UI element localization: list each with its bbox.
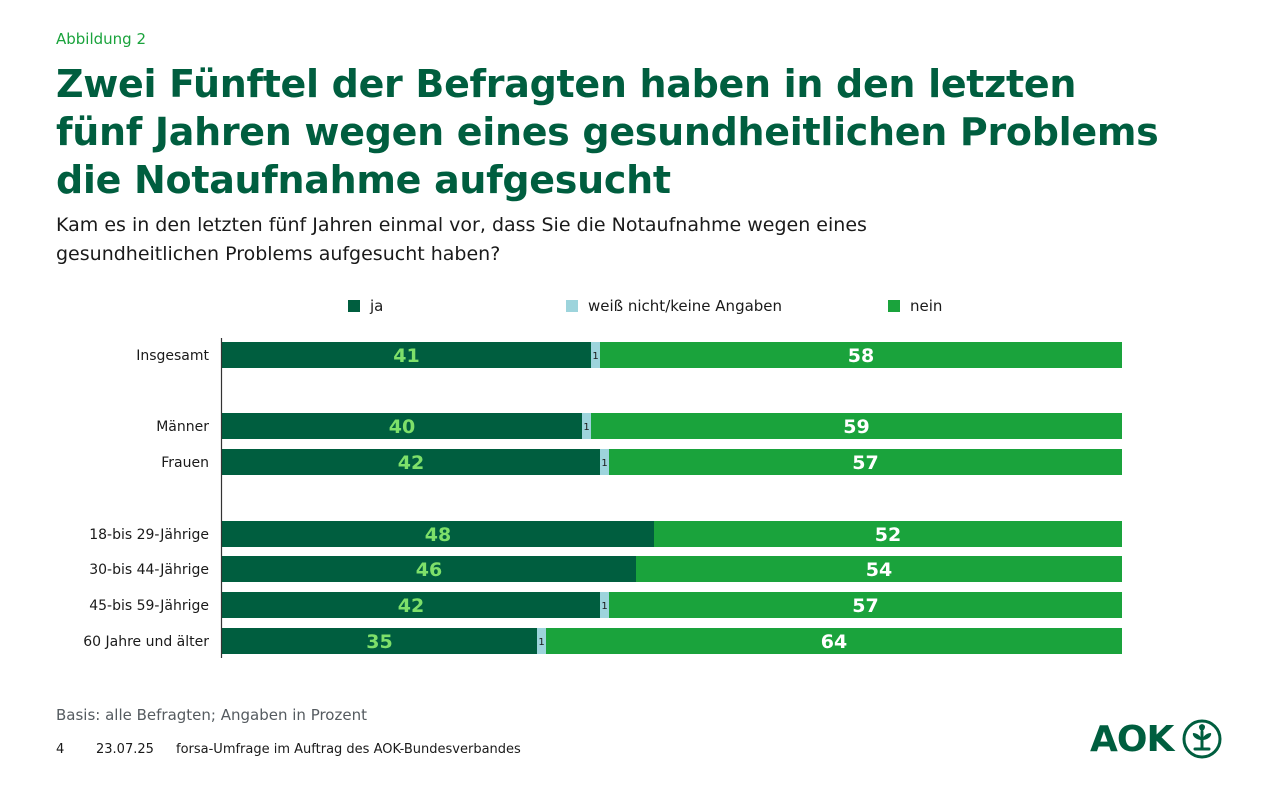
- bar-unknown: [591, 342, 600, 368]
- legend-item-nein: nein: [888, 296, 942, 316]
- bar-ja: [222, 521, 654, 547]
- value-label-nein: 59: [843, 416, 869, 438]
- logo-text: AOK: [1090, 718, 1174, 760]
- bar-ja: [222, 592, 600, 618]
- value-label-nein: 52: [875, 524, 901, 546]
- legend-swatch-unknown: [566, 300, 578, 312]
- bar-nein: [654, 521, 1122, 547]
- category-label: 60 Jahre und älter: [83, 634, 209, 650]
- bar-nein: [591, 413, 1122, 439]
- value-label-unknown: 1: [583, 422, 589, 433]
- legend-swatch-ja: [348, 300, 360, 312]
- headline-line-2: fünf Jahren wegen eines gesundheitlichen…: [56, 110, 1159, 154]
- value-label-unknown: 1: [601, 458, 607, 469]
- figure-label: Abbildung 2: [56, 30, 147, 48]
- headline-line-3: die Notaufnahme aufgesucht: [56, 158, 671, 202]
- value-label-unknown: 1: [601, 601, 607, 612]
- footnote: Basis: alle Befragten; Angaben in Prozen…: [56, 706, 367, 724]
- question-line-1: Kam es in den letzten fünf Jahren einmal…: [56, 214, 867, 236]
- value-label-ja: 42: [398, 595, 424, 617]
- category-label: Insgesamt: [136, 348, 209, 364]
- bar-ja: [222, 556, 636, 582]
- bar-nein: [609, 592, 1122, 618]
- value-label-nein: 64: [821, 631, 847, 653]
- bar-nein: [609, 449, 1122, 475]
- bar-unknown: [582, 413, 591, 439]
- bar-ja: [222, 628, 537, 654]
- aok-logo: AOK: [1090, 718, 1223, 760]
- bar-nein: [636, 556, 1122, 582]
- value-label-nein: 58: [848, 345, 874, 367]
- question-line-2: gesundheitlichen Problems aufgesucht hab…: [56, 243, 501, 265]
- footer-source: forsa-Umfrage im Auftrag des AOK-Bundesv…: [176, 742, 521, 757]
- category-label: 18-bis 29-Jährige: [89, 527, 209, 543]
- bar-unknown: [600, 592, 609, 618]
- value-label-nein: 54: [866, 559, 892, 581]
- legend-item-unknown: weiß nicht/keine Angaben: [566, 296, 782, 316]
- value-label-ja: 40: [389, 416, 415, 438]
- legend-swatch-nein: [888, 300, 900, 312]
- survey-question: Kam es in den letzten fünf Jahren einmal…: [56, 211, 1206, 269]
- category-label: 45-bis 59-Jährige: [89, 598, 209, 614]
- category-label: 30-bis 44-Jährige: [89, 562, 209, 578]
- category-label: Männer: [156, 419, 209, 435]
- headline-line-1: Zwei Fünftel der Befragten haben in den …: [56, 62, 1077, 106]
- bar-ja: [222, 413, 582, 439]
- category-label: Frauen: [161, 455, 209, 471]
- legend-item-ja: ja: [348, 296, 383, 316]
- value-label-ja: 48: [425, 524, 451, 546]
- page-number: 4: [56, 742, 65, 757]
- legend-label-nein: nein: [910, 297, 943, 315]
- bar-nein: [600, 342, 1122, 368]
- value-label-ja: 35: [366, 631, 392, 653]
- bar-ja: [222, 449, 600, 475]
- footer-date: 23.07.25: [96, 742, 154, 757]
- value-label-ja: 46: [416, 559, 442, 581]
- legend-label-ja: ja: [370, 297, 384, 315]
- aok-tree-icon: [1182, 719, 1222, 759]
- value-label-nein: 57: [852, 452, 878, 474]
- bar-ja: [222, 342, 591, 368]
- legend-label-unknown: weiß nicht/keine Angaben: [588, 297, 783, 315]
- value-label-nein: 57: [852, 595, 878, 617]
- value-label-unknown: 1: [592, 351, 598, 362]
- value-label-ja: 42: [398, 452, 424, 474]
- bar-unknown: [600, 449, 609, 475]
- headline: Zwei Fünftel der Befragten haben in den …: [56, 60, 1206, 204]
- value-label-unknown: 1: [538, 637, 544, 648]
- value-label-ja: 41: [393, 345, 419, 367]
- bar-nein: [546, 628, 1122, 654]
- bar-unknown: [537, 628, 546, 654]
